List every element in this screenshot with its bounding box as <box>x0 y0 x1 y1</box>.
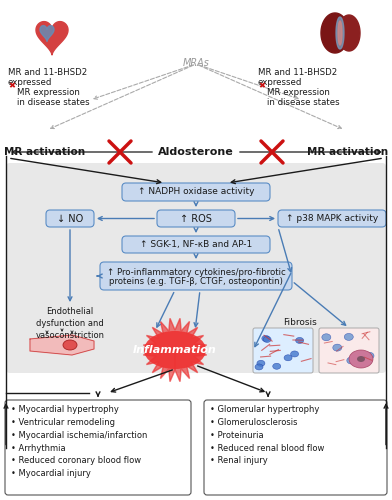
Text: ↑ p38 MAPK activity: ↑ p38 MAPK activity <box>286 214 378 223</box>
Text: expressed: expressed <box>8 78 53 87</box>
Polygon shape <box>143 318 207 382</box>
FancyBboxPatch shape <box>319 328 379 373</box>
Ellipse shape <box>357 356 365 362</box>
FancyBboxPatch shape <box>122 236 270 253</box>
Ellipse shape <box>284 355 292 361</box>
Text: ↑ ROS: ↑ ROS <box>180 214 212 224</box>
FancyBboxPatch shape <box>204 400 387 495</box>
Text: MR activation: MR activation <box>4 147 85 157</box>
Text: Aldosterone: Aldosterone <box>158 147 234 157</box>
Polygon shape <box>36 22 68 55</box>
Ellipse shape <box>63 340 77 350</box>
FancyBboxPatch shape <box>6 163 386 373</box>
Polygon shape <box>338 15 360 51</box>
FancyBboxPatch shape <box>253 328 313 373</box>
Ellipse shape <box>322 334 331 341</box>
FancyBboxPatch shape <box>100 262 292 290</box>
Ellipse shape <box>290 351 299 357</box>
Text: expressed: expressed <box>258 78 302 87</box>
Text: Inflammation: Inflammation <box>133 345 217 355</box>
Text: MR expression: MR expression <box>17 88 80 97</box>
Text: ↑ Pro-inflammatory cytokines/pro-fibrotic: ↑ Pro-inflammatory cytokines/pro-fibroti… <box>107 268 285 277</box>
Text: ✖: ✖ <box>258 81 265 90</box>
Text: proteins (e.g. TGF-β, CTGF, osteopontin): proteins (e.g. TGF-β, CTGF, osteopontin) <box>109 277 283 286</box>
Ellipse shape <box>257 360 265 366</box>
Text: • Glomerular hypertrophy
• Glomerulosclerosis
• Proteinuria
• Reduced renal bloo: • Glomerular hypertrophy • Glomeruloscle… <box>210 405 324 466</box>
Polygon shape <box>40 26 54 42</box>
Ellipse shape <box>363 356 372 363</box>
Text: • Myocardial hypertrophy
• Ventricular remodeling
• Myocardial ischemia/infarcti: • Myocardial hypertrophy • Ventricular r… <box>11 405 147 478</box>
FancyBboxPatch shape <box>122 183 270 201</box>
Text: Fibrosis: Fibrosis <box>283 318 317 327</box>
Text: ↑ NADPH oxidase activity: ↑ NADPH oxidase activity <box>138 188 254 196</box>
FancyBboxPatch shape <box>278 210 386 227</box>
Polygon shape <box>321 13 349 53</box>
Ellipse shape <box>349 350 373 368</box>
FancyBboxPatch shape <box>157 210 235 227</box>
FancyBboxPatch shape <box>46 210 94 227</box>
Text: ↓ NO: ↓ NO <box>57 214 83 224</box>
Polygon shape <box>143 318 207 382</box>
Ellipse shape <box>263 336 271 342</box>
Ellipse shape <box>255 364 263 370</box>
Ellipse shape <box>344 334 353 340</box>
Ellipse shape <box>273 364 281 370</box>
Polygon shape <box>338 21 342 45</box>
Text: MR and 11-BHSD2: MR and 11-BHSD2 <box>8 68 87 77</box>
Text: in disease states: in disease states <box>17 98 90 107</box>
FancyBboxPatch shape <box>5 400 191 495</box>
Ellipse shape <box>347 357 356 364</box>
Ellipse shape <box>365 352 374 360</box>
Text: MR activation: MR activation <box>307 147 388 157</box>
Text: in disease states: in disease states <box>267 98 339 107</box>
Text: ↑ SGK-1, NF-κB and AP-1: ↑ SGK-1, NF-κB and AP-1 <box>140 240 252 249</box>
Text: MRAs: MRAs <box>183 58 209 68</box>
Ellipse shape <box>296 338 304 344</box>
Ellipse shape <box>262 336 270 342</box>
Text: MR and 11-BHSD2: MR and 11-BHSD2 <box>258 68 337 77</box>
Text: Endothelial
dysfunction and
vasoconstriction: Endothelial dysfunction and vasoconstric… <box>36 307 105 340</box>
Text: MR expression: MR expression <box>267 88 330 97</box>
Text: ✖: ✖ <box>8 81 15 90</box>
Polygon shape <box>336 17 344 49</box>
Ellipse shape <box>333 344 342 351</box>
Ellipse shape <box>144 331 206 369</box>
Polygon shape <box>30 335 94 355</box>
